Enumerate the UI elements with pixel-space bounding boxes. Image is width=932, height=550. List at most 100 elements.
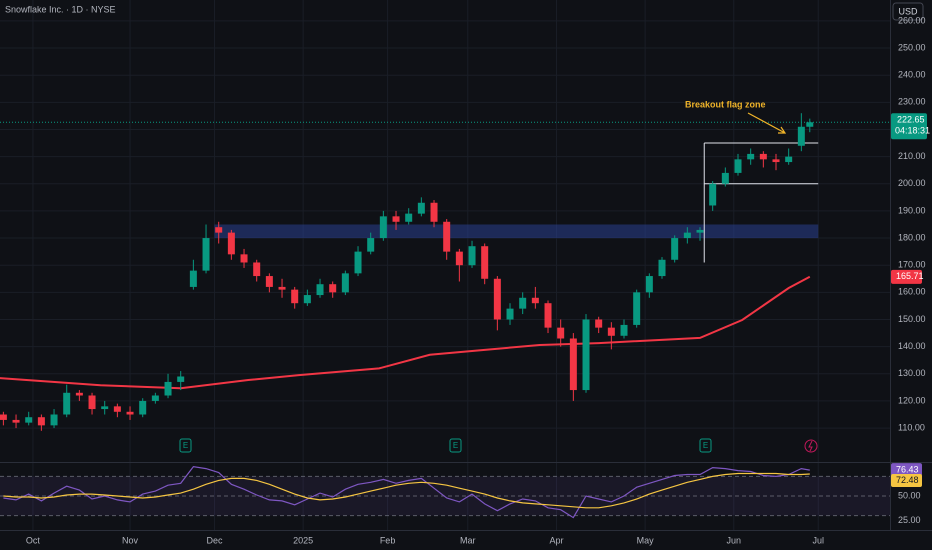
x-tick-label: Jul <box>812 535 824 545</box>
candle-body <box>278 286 286 290</box>
candle-body <box>772 159 780 163</box>
candle-body <box>607 327 615 336</box>
candle-body <box>341 273 349 293</box>
candle-body <box>240 254 248 263</box>
y-tick-label: 180.00 <box>898 232 926 242</box>
x-tick-label: Jun <box>727 535 742 545</box>
candle-body <box>582 319 590 391</box>
chart-title: Snowflake Inc. · 1D · NYSE <box>5 4 116 14</box>
candle-body <box>202 238 210 271</box>
x-tick-label: Nov <box>122 535 139 545</box>
plot <box>0 113 890 431</box>
candle-body <box>329 284 337 293</box>
y-tick-label: 110.00 <box>898 422 925 432</box>
candle-body <box>595 319 603 328</box>
support-zone <box>214 224 819 239</box>
candle-body <box>75 392 83 396</box>
candle-body <box>557 327 565 339</box>
candle-body <box>12 419 20 423</box>
y-tick-label: 120.00 <box>898 395 926 405</box>
rsi-ma-tag-label: 72.48 <box>896 475 919 485</box>
rsi-tick-label: 25.00 <box>898 515 921 525</box>
candle-body <box>265 276 273 287</box>
rsi-tag <box>891 463 922 477</box>
candle-body <box>493 278 501 320</box>
candle-body <box>316 284 324 296</box>
earnings-marker[interactable] <box>449 438 462 453</box>
candle-body <box>126 411 134 415</box>
price-tag-label: 222.65 <box>897 115 925 125</box>
grid <box>0 0 890 530</box>
ma-tag-label: 165.71 <box>896 271 924 281</box>
candle-body <box>721 172 729 184</box>
x-tick-label: 2025 <box>293 535 313 545</box>
candle-body <box>417 202 425 214</box>
candle-body <box>620 324 628 336</box>
candle-body <box>797 126 805 146</box>
x-tick-label: Oct <box>26 535 41 545</box>
earnings-marker[interactable] <box>699 438 712 453</box>
candle-body <box>683 232 691 239</box>
candle-body <box>253 262 261 277</box>
lightning-icon <box>808 440 813 452</box>
y-tick-label: 260.00 <box>898 15 926 25</box>
countdown: 04:18:31 <box>895 126 930 136</box>
candle-body <box>658 259 666 277</box>
candle-body <box>354 251 362 274</box>
event-markers: E E E <box>179 438 818 453</box>
y-tick-label: 240.00 <box>898 70 926 80</box>
candle-body <box>455 251 463 266</box>
candle-body <box>392 216 400 222</box>
candle-body <box>139 400 147 415</box>
candle-body <box>379 216 387 239</box>
y-tick-label: 200.00 <box>898 178 926 188</box>
candle-body <box>88 395 96 410</box>
y-tick-label: 210.00 <box>898 151 926 161</box>
earnings-label[interactable]: E <box>183 441 188 450</box>
price-tag <box>891 113 927 140</box>
candle-body <box>164 381 172 396</box>
earnings-label[interactable]: E <box>453 441 458 450</box>
currency-button[interactable] <box>892 2 924 21</box>
candle-body <box>405 213 413 222</box>
candle-body <box>367 238 375 252</box>
candle-body <box>468 246 476 266</box>
currency-label[interactable]: USD <box>898 6 918 16</box>
candle-body <box>101 406 109 410</box>
candle-body <box>696 229 704 233</box>
candle-body <box>531 297 539 304</box>
candle-body <box>709 183 717 206</box>
x-tick-label: Apr <box>549 535 563 545</box>
candle-body <box>37 417 45 426</box>
y-tick-label: 130.00 <box>898 368 926 378</box>
candle-body <box>734 159 742 173</box>
candle-body <box>519 297 527 309</box>
rsi-ma-line <box>3 472 810 509</box>
candle-body <box>50 414 58 426</box>
earnings-label[interactable]: E <box>703 441 708 450</box>
x-tick-label: Feb <box>380 535 396 545</box>
candle-body <box>806 122 814 127</box>
candle-body <box>633 292 641 325</box>
candle-body <box>430 202 438 222</box>
candle-body <box>0 414 7 420</box>
dividend-marker[interactable] <box>804 439 818 453</box>
candle-body <box>227 232 235 255</box>
moving-average <box>0 275 811 390</box>
rsi-ma-tag <box>891 474 922 488</box>
y-tick-label: 230.00 <box>898 97 926 107</box>
x-tick-label: May <box>637 535 655 545</box>
candle-body <box>645 276 653 293</box>
rsi-line <box>3 465 810 519</box>
y-tick-label: 170.00 <box>898 260 926 270</box>
candle-body <box>215 227 223 233</box>
candle-body <box>189 270 197 287</box>
y-tick-label: 140.00 <box>898 341 926 351</box>
candle-body <box>443 221 451 252</box>
y-tick-label: 190.00 <box>898 205 926 215</box>
earnings-marker[interactable] <box>179 438 192 453</box>
candle-body <box>151 395 159 401</box>
ma-tag <box>891 269 922 284</box>
candle-body <box>481 246 489 279</box>
